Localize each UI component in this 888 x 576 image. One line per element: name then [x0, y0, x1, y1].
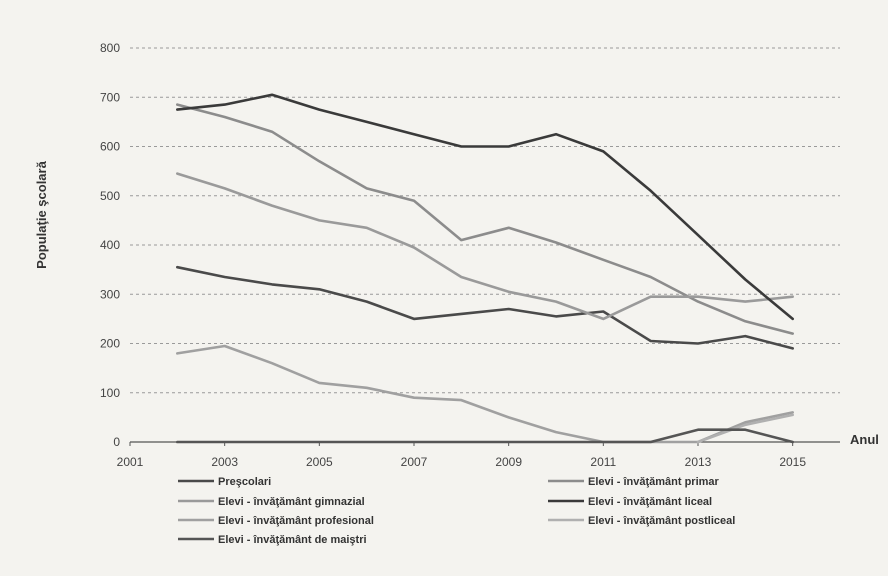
legend-label: Elevi - învăţământ de maiştri [218, 534, 367, 546]
legend-label: Elevi - învăţământ postliceal [588, 515, 735, 527]
x-tick-label: 2011 [590, 455, 616, 469]
y-tick-label: 200 [100, 337, 120, 351]
series-line-1 [176, 103, 794, 335]
y-tick-label: 500 [100, 189, 120, 203]
y-tick-label: 600 [100, 140, 120, 154]
x-tick-label: 2005 [306, 455, 333, 469]
legend-label: Elevi - învăţământ primar [588, 476, 720, 488]
series-line-3 [176, 93, 794, 321]
legend-label: Elevi - învăţământ liceal [588, 496, 712, 508]
grid-lines [130, 47, 840, 394]
y-tick-label: 400 [100, 238, 120, 252]
x-tick-label: 2001 [117, 455, 144, 469]
series-line-0 [176, 265, 794, 350]
y-tick-label: 300 [100, 287, 120, 301]
series-line-2 [176, 172, 794, 321]
series-line-4 [176, 344, 794, 444]
legend: Preşcolari Elevi - învăţământ primar Elevi… [178, 476, 735, 546]
legend-label: Preşcolari [218, 476, 271, 488]
y-axis-label: Populaţie şcolară [34, 160, 49, 268]
x-axis-label: Anul [850, 432, 879, 447]
y-tick-label: 700 [100, 90, 120, 104]
legend-label: Elevi - învăţământ profesional [218, 515, 374, 527]
y-tick-label: 0 [113, 435, 120, 449]
series-line-6 [176, 428, 794, 444]
x-tick-label: 2003 [211, 455, 238, 469]
x-tick-label: 2007 [401, 455, 428, 469]
series-lines [176, 93, 794, 444]
y-tick-labels: 0 100 200 300 400 500 600 700 800 [100, 41, 120, 449]
x-tick-labels: 2001 2003 2005 2007 2009 2011 2013 2015 [117, 455, 807, 469]
series-line-5 [696, 413, 794, 444]
legend-label: Elevi - învăţământ gimnazial [218, 496, 365, 508]
y-tick-label: 800 [100, 41, 120, 55]
x-tick-label: 2009 [495, 455, 522, 469]
x-tick-label: 2015 [779, 455, 806, 469]
y-tick-label: 100 [100, 386, 120, 400]
x-tick-label: 2013 [685, 455, 712, 469]
